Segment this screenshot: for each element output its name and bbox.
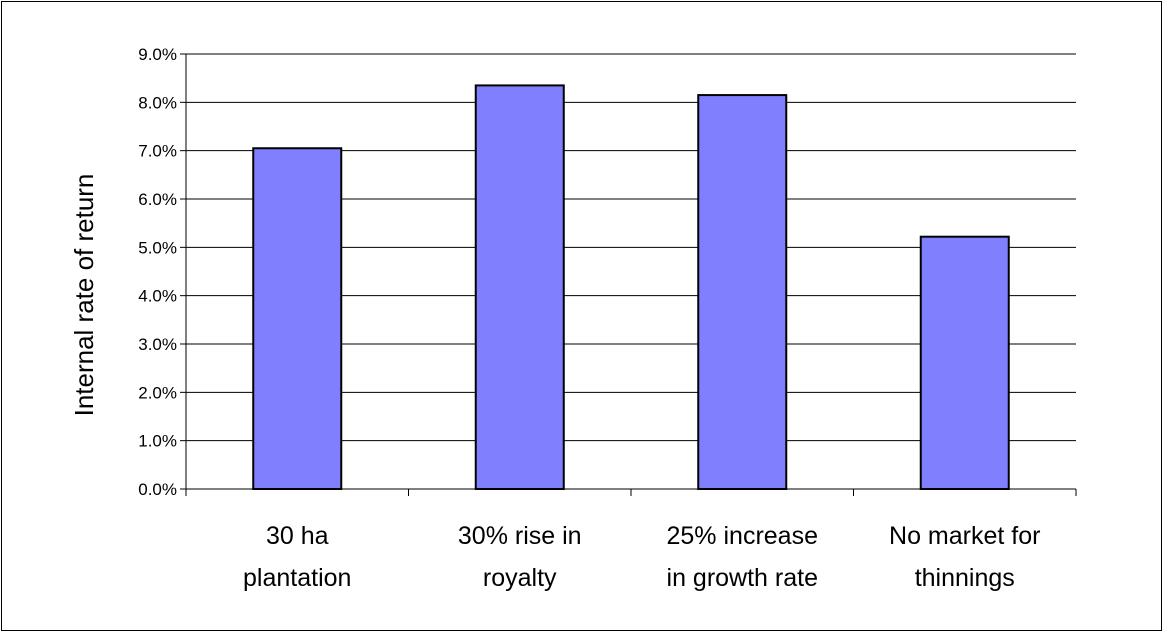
x-category-label: 30% rise in [458, 522, 582, 550]
x-category-label: thinnings [915, 564, 1015, 592]
labels: 0.0% 1.0% 2.0% 3.0% 4.0% 5.0% 6.0% 7.0% 8.0% 9.0%… [138, 45, 1040, 592]
x-category-label: plantation [243, 564, 351, 592]
x-category-label: 25% increase [667, 522, 818, 550]
y-tick-label: 2.0% [138, 383, 177, 402]
y-tick-label: 4.0% [138, 287, 177, 306]
y-tick-label: 1.0% [138, 432, 177, 451]
x-category-label: in growth rate [667, 564, 818, 592]
x-category-label: No market for [889, 522, 1040, 550]
y-tick-label: 0.0% [138, 480, 177, 499]
x-category-label: 30 ha [266, 522, 329, 550]
bar [919, 235, 1010, 490]
y-tick-label: 7.0% [138, 142, 177, 161]
y-tick-label: 8.0% [138, 93, 177, 112]
bar [474, 84, 565, 491]
y-tick-label: 9.0% [138, 45, 177, 64]
bar [697, 94, 788, 490]
bar [252, 147, 343, 490]
y-tick-label: 6.0% [138, 190, 177, 209]
y-axis-title: Internal rate of return [69, 174, 99, 417]
axes [180, 53, 1077, 496]
x-category-label: royalty [483, 564, 557, 592]
y-tick-label: 5.0% [138, 238, 177, 257]
bars [252, 84, 1010, 491]
y-tick-label: 3.0% [138, 335, 177, 354]
